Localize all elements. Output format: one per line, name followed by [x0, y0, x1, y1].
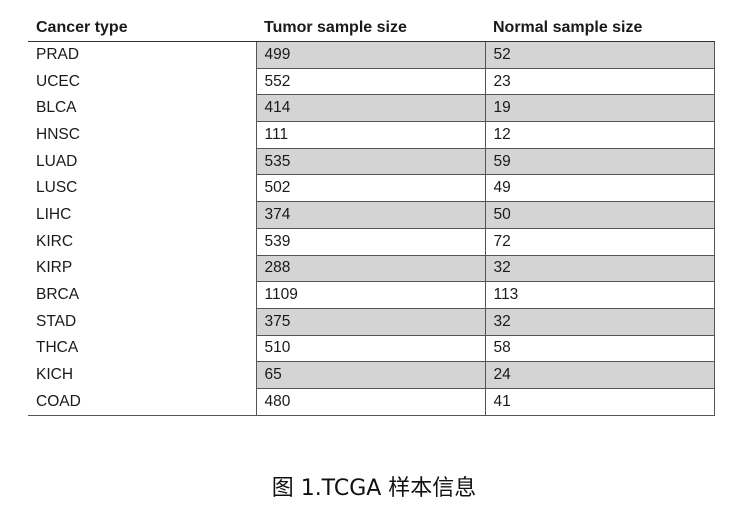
cell-tumor-size: 65 — [255, 361, 486, 389]
table-row: PRAD 499 52 — [28, 41, 715, 69]
figure-caption: 图 1.TCGA 样本信息 — [271, 476, 477, 501]
cell-cancer-type: KIRP — [36, 259, 73, 277]
table-row: BRCA 1109 113 — [28, 281, 715, 309]
table-row: HNSC 111 12 — [28, 121, 715, 149]
cell-cancer-type: THCA — [36, 339, 79, 357]
table-row: LUSC 502 49 — [28, 174, 715, 203]
cell-normal-size: 19 — [484, 94, 715, 123]
cell-cancer-type: UCEC — [36, 72, 80, 90]
cell-normal-size: 24 — [484, 361, 715, 389]
cell-normal-size: 50 — [484, 201, 715, 229]
cell-normal-size: 32 — [484, 254, 715, 283]
table-row: THCA 510 58 — [28, 334, 715, 363]
cell-tumor-size: 111 — [255, 121, 486, 149]
sample-size-table: Cancer type Tumor sample size Normal sam… — [28, 14, 715, 416]
table-header-row: Cancer type Tumor sample size Normal sam… — [28, 14, 714, 42]
table-row: UCEC 552 23 — [28, 67, 715, 96]
cell-tumor-size: 510 — [255, 334, 486, 363]
sample-table-container: Cancer type Tumor sample size Normal sam… — [28, 14, 715, 416]
cell-normal-size: 12 — [484, 121, 715, 149]
cell-cancer-type: LIHC — [36, 205, 72, 223]
cell-tumor-size: 480 — [255, 387, 486, 416]
cell-normal-size: 23 — [484, 67, 715, 96]
cell-cancer-type: BRCA — [36, 286, 80, 304]
table-row: STAD 375 32 — [28, 307, 715, 336]
cell-tumor-size: 535 — [255, 147, 486, 176]
cell-cancer-type: LUAD — [36, 152, 78, 170]
cell-cancer-type: KIRC — [36, 232, 74, 250]
cell-tumor-size: 552 — [255, 67, 486, 96]
cell-tumor-size: 1109 — [255, 281, 486, 309]
cell-cancer-type: PRAD — [36, 46, 80, 64]
cell-tumor-size: 502 — [255, 174, 486, 203]
cell-cancer-type: LUSC — [36, 179, 78, 197]
table-row: BLCA 414 19 — [28, 94, 715, 123]
cell-normal-size: 52 — [484, 41, 715, 69]
cell-normal-size: 59 — [484, 147, 715, 176]
table-row: LUAD 535 59 — [28, 147, 715, 176]
table-row: KIRC 539 72 — [28, 227, 715, 256]
table-row: KIRP 288 32 — [28, 254, 715, 283]
cell-tumor-size: 499 — [255, 41, 486, 69]
cell-tumor-size: 288 — [255, 254, 486, 283]
cell-normal-size: 113 — [484, 281, 715, 309]
table-row: LIHC 374 50 — [28, 201, 715, 229]
header-normal-sample-size: Normal sample size — [485, 14, 714, 42]
table-row: COAD 480 41 — [28, 387, 715, 416]
cell-cancer-type: STAD — [36, 312, 77, 330]
cell-normal-size: 49 — [484, 174, 715, 203]
header-tumor-sample-size: Tumor sample size — [256, 14, 485, 42]
cell-cancer-type: COAD — [28, 388, 256, 416]
cell-tumor-size: 539 — [255, 227, 486, 256]
cell-cancer-type: KICH — [36, 366, 74, 384]
cell-tumor-size: 414 — [255, 94, 486, 123]
cell-tumor-size: 375 — [255, 307, 486, 336]
cell-normal-size: 58 — [484, 334, 715, 363]
cell-cancer-type: HNSC — [36, 125, 80, 143]
cell-normal-size: 41 — [484, 387, 715, 416]
cell-cancer-type: BLCA — [36, 99, 77, 117]
cell-normal-size: 72 — [484, 227, 715, 256]
table-row: KICH 65 24 — [28, 361, 715, 389]
cell-normal-size: 32 — [484, 307, 715, 336]
cell-tumor-size: 374 — [255, 201, 486, 229]
header-cancer-type: Cancer type — [28, 14, 256, 42]
